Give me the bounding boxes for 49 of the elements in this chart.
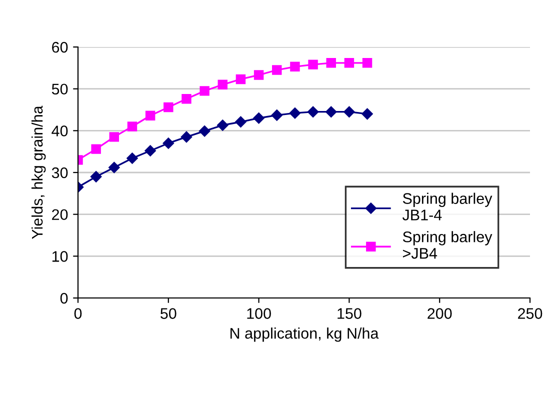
- point: [162, 138, 174, 149]
- point: [272, 65, 282, 75]
- y-tick-label: 10: [52, 251, 68, 262]
- point: [344, 58, 354, 68]
- y-tick-label: 40: [52, 126, 68, 136]
- point: [144, 145, 156, 156]
- point: [326, 106, 337, 118]
- y-tick-label: 0: [60, 292, 68, 304]
- y-tick-label: 30: [52, 167, 68, 178]
- point: [271, 110, 282, 121]
- point: [218, 80, 228, 90]
- x-tick-label: 250: [518, 308, 542, 319]
- point: [91, 144, 101, 154]
- point: [200, 86, 210, 96]
- x-axis-title: N application, kg N/ha: [230, 328, 379, 342]
- point: [253, 112, 264, 124]
- point: [290, 62, 300, 72]
- point: [362, 108, 373, 120]
- point: [326, 58, 336, 68]
- point: [236, 74, 246, 84]
- x-tick-label: 150: [338, 308, 362, 319]
- point: [307, 106, 319, 118]
- point: [235, 116, 246, 128]
- point: [289, 107, 301, 119]
- point: [254, 70, 264, 80]
- y-tick-label: 60: [52, 42, 68, 53]
- legend-label: Spring barley >JB4: [402, 231, 492, 259]
- point: [164, 102, 174, 112]
- point: [127, 122, 138, 132]
- point: [126, 152, 138, 164]
- x-tick-label: 100: [247, 308, 271, 319]
- x-tick-label: 50: [160, 308, 176, 319]
- y-tick-label: 50: [52, 84, 68, 95]
- point: [180, 131, 192, 143]
- x-tick-label: 200: [428, 308, 452, 319]
- x-tick-label: 0: [74, 308, 82, 319]
- y-tick-label: 20: [52, 209, 68, 220]
- y-axis-title: Yields, hkg grain/ha: [31, 106, 46, 239]
- point: [108, 162, 120, 174]
- point: [109, 132, 120, 142]
- point: [182, 94, 192, 104]
- point: [308, 60, 318, 70]
- legend-label: Spring barley JB1-4: [402, 192, 492, 220]
- point: [362, 58, 372, 68]
- point: [145, 110, 156, 120]
- point: [217, 120, 228, 131]
- point: [198, 125, 210, 137]
- point: [90, 171, 102, 182]
- point: [344, 106, 355, 118]
